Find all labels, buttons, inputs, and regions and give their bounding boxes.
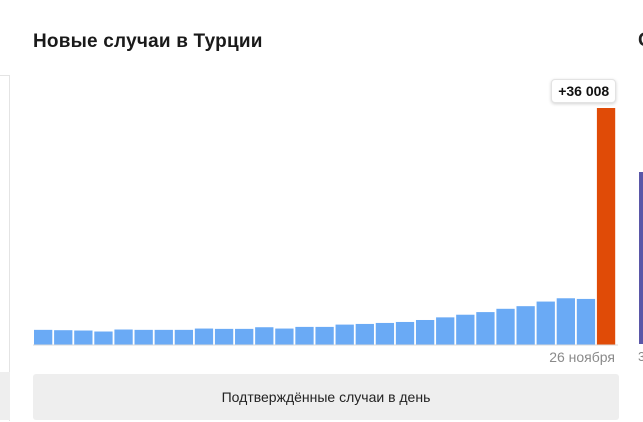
bar — [174, 329, 194, 345]
bar — [536, 301, 555, 345]
bar — [235, 328, 254, 345]
bar-latest — [596, 108, 616, 345]
bar — [456, 314, 475, 345]
bar — [496, 308, 515, 345]
bar — [154, 329, 173, 345]
next-card-bar-fragment — [639, 172, 643, 344]
bar — [335, 324, 354, 345]
last-value-badge: +36 008 — [551, 79, 617, 103]
bar — [375, 322, 395, 345]
bar — [476, 312, 495, 345]
bar — [355, 323, 374, 345]
bar — [134, 329, 153, 345]
bar — [34, 329, 53, 345]
previous-card-edge — [0, 75, 10, 421]
bar — [194, 328, 214, 345]
confirmed-cases-per-day-button[interactable]: Подтверждённые случаи в день — [33, 374, 619, 420]
bar — [275, 328, 294, 345]
next-card-title-fragment: С — [638, 30, 643, 50]
bar — [255, 327, 274, 345]
x-tick-label: 26 ноября — [549, 349, 615, 365]
bar — [576, 298, 596, 345]
bar — [315, 326, 334, 345]
chart-card — [14, 0, 628, 422]
bar — [436, 317, 455, 345]
chart-title: Новые случаи в Турции — [33, 31, 263, 52]
bar — [556, 298, 575, 345]
next-card-label-fragment: 3 — [638, 349, 643, 363]
bar — [395, 321, 415, 345]
bar — [74, 330, 93, 345]
bar — [214, 328, 234, 345]
bar — [516, 306, 535, 345]
bar — [54, 330, 73, 345]
bar — [415, 319, 435, 345]
bar — [295, 326, 314, 345]
bar — [94, 331, 113, 345]
bar — [114, 329, 133, 345]
previous-card-footer-edge — [0, 372, 10, 420]
bars-group — [34, 108, 616, 345]
